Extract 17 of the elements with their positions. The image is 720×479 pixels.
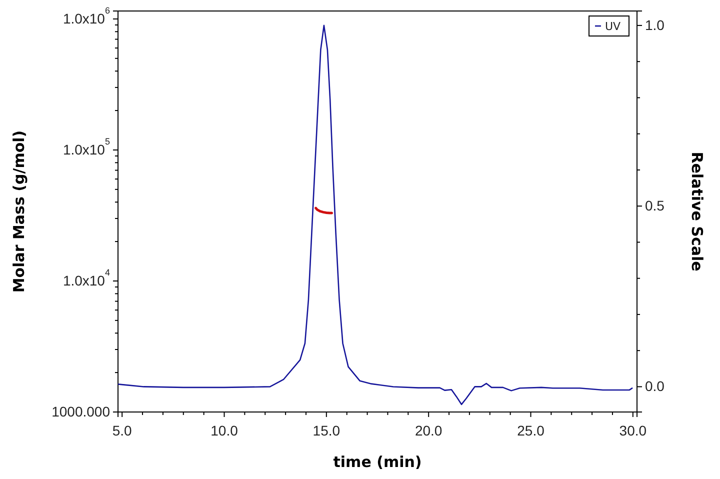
- y-axis-title: Molar Mass (g/mol): [10, 130, 28, 293]
- x-tick-label: 30.0: [619, 422, 647, 438]
- x-tick-label: 5.0: [112, 422, 132, 438]
- y2-axis-title: Relative Scale: [688, 152, 706, 272]
- x-tick-label: 25.0: [517, 422, 545, 438]
- x-tick-label: 15.0: [312, 422, 340, 438]
- y2-tick-label: 1.0: [645, 16, 665, 33]
- x-tick-label: 10.0: [210, 422, 238, 438]
- y-tick-label: 1.0x10$^{4}$: [62, 268, 110, 288]
- legend-label: UV: [605, 20, 622, 33]
- x-axis-title: time (min): [333, 453, 422, 471]
- y-tick-label: 1.0x10$^{6}$: [62, 6, 110, 26]
- y-tick-label: 1.0x10$^{5}$: [62, 136, 110, 158]
- x-tick-label: 20.0: [414, 422, 442, 438]
- y2-tick-label: 0.5: [645, 198, 665, 214]
- y-tick-label: 1000.000: [52, 403, 110, 420]
- y2-tick-label: 0.0: [645, 378, 665, 394]
